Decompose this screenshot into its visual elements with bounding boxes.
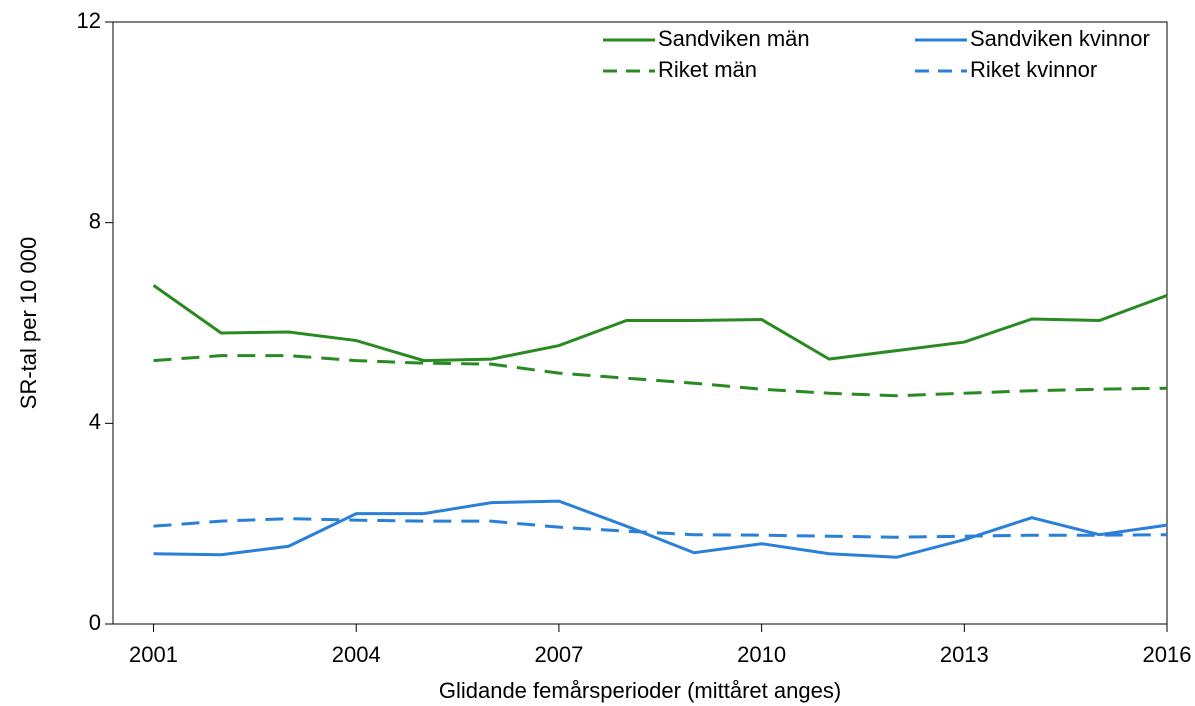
y-axis-label: SR-tal per 10 000 xyxy=(16,237,41,409)
y-tick-label: 4 xyxy=(89,409,101,434)
y-tick-label: 12 xyxy=(77,8,101,33)
legend-label: Sandviken kvinnor xyxy=(970,26,1150,51)
series-line xyxy=(153,499,1168,559)
legend-label: Sandviken män xyxy=(658,26,810,51)
y-tick-label: 8 xyxy=(89,208,101,233)
x-tick-label: 2016 xyxy=(1143,642,1192,667)
series-line xyxy=(153,517,1168,539)
legend-label: Riket kvinnor xyxy=(970,57,1097,82)
series-line xyxy=(153,354,1168,398)
x-tick-label: 2010 xyxy=(737,642,786,667)
x-tick-label: 2007 xyxy=(534,642,583,667)
x-tick-label: 2001 xyxy=(129,642,178,667)
series-line xyxy=(152,284,1168,363)
x-tick-label: 2013 xyxy=(940,642,989,667)
x-tick-label: 2004 xyxy=(332,642,381,667)
y-tick-label: 0 xyxy=(89,610,101,635)
plot-frame xyxy=(112,21,1168,625)
legend-label: Riket män xyxy=(658,57,757,82)
x-axis-label: Glidande femårsperioder (mittåret anges) xyxy=(439,678,841,703)
